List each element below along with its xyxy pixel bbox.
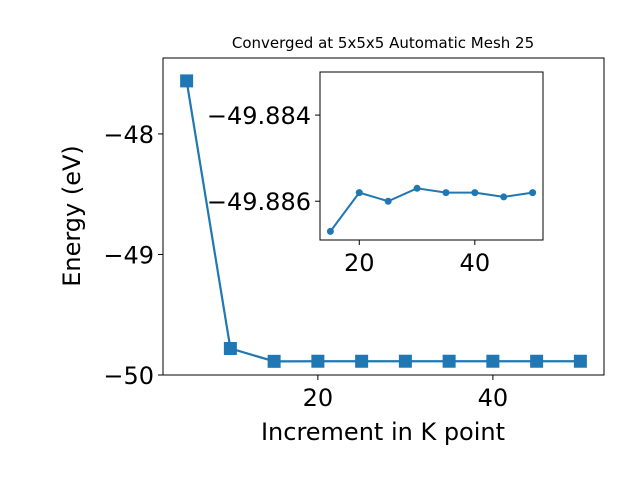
inset-axis-ticks: 20 40 −49.886 −49.884 [207, 102, 490, 277]
inset-chart: 20 40 −49.886 −49.884 [207, 71, 544, 277]
main-data-point [311, 354, 325, 368]
x-axis-label: Increment in K point [261, 418, 505, 446]
main-series-line [185, 80, 581, 363]
inset-data-point [384, 197, 392, 205]
inset-data-point [326, 227, 334, 235]
main-chart: 20 40 −48 −49 −50 Converged at 5x5x5 Automat… [58, 34, 605, 446]
inset-y-tick-label: −49.884 [207, 102, 311, 130]
main-axis-ticks: 20 40 −48 −49 −50 [103, 121, 508, 412]
inset-x-tick-label: 40 [460, 249, 491, 277]
inset-data-point [442, 189, 450, 197]
main-y-tick-label: −50 [103, 362, 154, 390]
inset-data-point [355, 189, 363, 197]
main-x-tick-label: 40 [478, 384, 509, 412]
main-data-point [223, 341, 237, 355]
inset-data-point [413, 184, 421, 192]
main-data-point [398, 354, 412, 368]
main-plot-frame [162, 57, 605, 376]
main-data-point [180, 74, 194, 88]
inset-data-point [471, 189, 479, 197]
chart-title: Converged at 5x5x5 Automatic Mesh 25 [232, 34, 534, 52]
main-data-point [486, 354, 500, 368]
main-y-tick-label: −48 [103, 121, 154, 149]
main-x-tick-label: 20 [303, 384, 334, 412]
main-data-point [573, 354, 587, 368]
inset-data-point [529, 189, 537, 197]
main-series-marks [180, 74, 587, 368]
main-data-point [267, 354, 281, 368]
inset-series-line [329, 187, 533, 232]
inset-data-point [500, 193, 508, 201]
y-axis-label: Energy (eV) [58, 145, 86, 287]
inset-background [320, 72, 543, 240]
main-data-point [442, 354, 456, 368]
inset-series-marks [326, 184, 537, 235]
inset-x-tick-label: 20 [344, 249, 375, 277]
main-data-point [355, 354, 369, 368]
main-data-point [530, 354, 544, 368]
inset-y-tick-label: −49.886 [207, 188, 311, 216]
inset-plot-frame [319, 71, 544, 241]
main-y-tick-label: −49 [103, 241, 154, 269]
